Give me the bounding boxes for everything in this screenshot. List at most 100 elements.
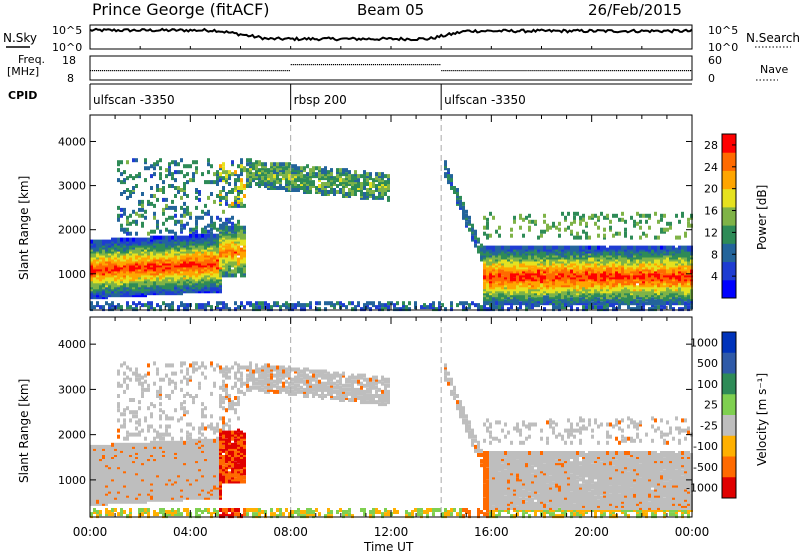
power-cell: [237, 233, 240, 238]
power-cell: [657, 291, 660, 296]
power-cell: [228, 307, 231, 312]
cpid-segment-label: ulfscan -3350: [93, 93, 175, 107]
power-cell: [576, 211, 579, 216]
freq-dot: [124, 70, 126, 72]
freq-dot: [451, 70, 453, 72]
freq-dot: [525, 70, 527, 72]
power-cell: [177, 235, 180, 240]
power-cell: [162, 301, 165, 306]
freq-dot: [649, 70, 652, 72]
power-cell: [204, 211, 207, 216]
power-cell: [594, 213, 597, 218]
power-cell: [420, 305, 423, 310]
freq-dot: [543, 70, 545, 72]
power-cell: [120, 227, 123, 232]
freq-dot: [479, 70, 481, 72]
power-cell: [666, 227, 669, 232]
freq-dot: [513, 70, 515, 72]
power-cell: [126, 215, 129, 220]
power-cell: [204, 229, 207, 234]
power-cell: [270, 182, 273, 186]
freq-dot: [453, 70, 455, 72]
power-cell: [333, 188, 336, 192]
freq-dot: [296, 64, 298, 66]
power-cell: [180, 188, 183, 192]
freq-dot: [625, 70, 627, 72]
power-cell: [639, 305, 642, 310]
power-cell: [132, 301, 135, 306]
power-cell: [240, 259, 243, 264]
power-cell: [333, 180, 336, 185]
power-cell: [528, 225, 531, 230]
freq-dot: [200, 70, 202, 72]
power-cell: [111, 307, 114, 312]
power-cell: [222, 231, 225, 236]
power-cell: [540, 229, 543, 234]
power-cell: [186, 194, 189, 198]
power-cell: [654, 259, 657, 264]
power-cell: [228, 235, 231, 240]
power-cell: [279, 162, 282, 167]
power-cell: [639, 235, 642, 240]
freq-dot: [250, 70, 252, 72]
power-cell: [120, 213, 123, 218]
power-cell: [120, 237, 123, 242]
freq-dot: [551, 70, 553, 72]
power-cell: [651, 297, 654, 302]
power-cell: [471, 235, 474, 240]
power-cell: [333, 303, 336, 308]
power-cell: [495, 245, 498, 250]
power-cell: [441, 303, 444, 308]
power-cell: [282, 174, 285, 179]
power-cell: [468, 227, 471, 232]
freq-dot: [144, 70, 146, 72]
power-cell: [312, 180, 315, 185]
noise-ticks: [89, 46, 693, 49]
power-cell: [237, 186, 240, 190]
power-cell: [375, 172, 378, 177]
power-cell: [339, 301, 342, 306]
freq-dot: [346, 64, 349, 66]
power-cell: [387, 305, 390, 310]
power-cell: [201, 215, 204, 220]
power-cell: [144, 178, 147, 183]
freq-dot: [641, 70, 643, 72]
power-cell: [174, 213, 177, 218]
power-cell: [585, 235, 588, 240]
noise-sky-series: [89, 27, 693, 42]
power-cell: [666, 287, 669, 292]
power-cell: [630, 215, 633, 220]
power-cell: [300, 166, 303, 171]
power-cell: [240, 263, 243, 268]
freq-dot: [383, 64, 385, 66]
freq-dot: [204, 70, 206, 72]
power-cell: [648, 225, 651, 230]
power-cell: [366, 301, 369, 306]
power-cell: [618, 231, 621, 236]
power-cell: [336, 301, 339, 306]
power-cell: [570, 297, 573, 302]
power-cell: [297, 176, 300, 181]
power-cell: [183, 192, 186, 196]
power-cell: [162, 235, 165, 240]
power-cell: [303, 303, 306, 308]
power-cell: [147, 301, 150, 306]
freq-dot: [465, 70, 467, 72]
power-cell: [375, 176, 378, 181]
freq-dot: [619, 70, 621, 72]
power-cell: [654, 305, 657, 310]
power-cell: [471, 301, 474, 306]
power-cell: [396, 301, 399, 306]
power-cell: [648, 245, 651, 250]
power-cell: [156, 184, 159, 188]
power-cell: [594, 263, 597, 268]
freq-dot: [226, 70, 228, 72]
power-cell: [354, 184, 357, 188]
freq-dot: [140, 70, 142, 72]
power-cell: [561, 263, 564, 268]
noise-ytick-top-right: 10^5: [708, 24, 738, 37]
power-cell: [474, 235, 477, 240]
freq-dot: [437, 64, 439, 66]
freq-dot: [509, 70, 511, 72]
freq-dot: [521, 70, 523, 72]
